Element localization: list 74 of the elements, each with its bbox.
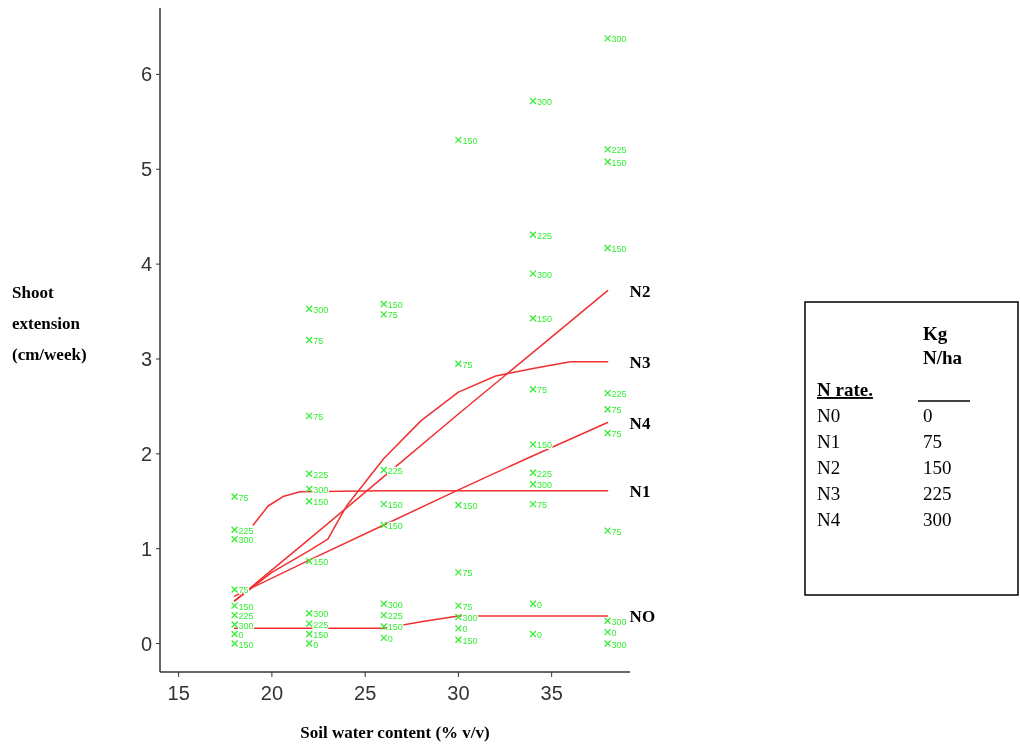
text: 75 xyxy=(537,500,548,511)
text: 300 xyxy=(537,96,553,107)
series-label: 0 xyxy=(238,630,244,641)
series-label: N4 xyxy=(629,413,651,433)
text: 150 xyxy=(611,157,627,168)
y-axis-title: Shoot extension (cm/week) xyxy=(12,283,87,364)
series-label: 75 xyxy=(238,492,249,503)
text: 0 xyxy=(387,633,393,644)
text: 150 xyxy=(462,135,478,146)
text: 150 xyxy=(387,299,403,310)
series-label: 300 xyxy=(238,535,254,546)
x-tick-label: 35 xyxy=(540,682,563,704)
text: 0 xyxy=(537,599,543,610)
text: 150 xyxy=(462,501,478,512)
y-tick-label: 1 xyxy=(140,537,152,560)
y-tick-label: 4 xyxy=(140,253,152,276)
y-tick-label: 2 xyxy=(140,442,152,465)
x-tick-label: 15 xyxy=(167,682,190,704)
series-label: N1 xyxy=(629,481,651,501)
series-label: N3 xyxy=(629,352,651,372)
text: 225 xyxy=(313,619,329,630)
annotation: 150 xyxy=(238,639,254,650)
x-axis-title: Soil water content (% v/v) xyxy=(300,723,490,742)
annotation: 0 xyxy=(313,639,319,650)
text: 75 xyxy=(462,359,473,370)
text: 150 xyxy=(462,635,478,646)
text: 75 xyxy=(462,568,473,579)
text: 150 xyxy=(537,440,553,451)
text: 150 xyxy=(387,520,403,531)
text: 300 xyxy=(611,34,627,45)
text: 75 xyxy=(313,336,324,346)
text: 300 xyxy=(387,599,403,610)
y-tick-label: 3 xyxy=(140,347,152,370)
series-label: NO xyxy=(629,607,656,627)
y-tick-label: 5 xyxy=(140,158,152,181)
text: 300 xyxy=(537,269,553,280)
text: 75 xyxy=(537,385,548,396)
series-label: 150 xyxy=(238,601,254,612)
y-tick-label: 0 xyxy=(140,632,152,655)
text: 75 xyxy=(611,428,622,439)
text: 75 xyxy=(611,526,622,537)
text: 150 xyxy=(387,500,403,511)
text: 225 xyxy=(537,230,553,241)
rate-table: Kg N/ha N rate. N0 0 N1 75 N2 150 N3 225 N4 300 xyxy=(804,301,1019,596)
text: 300 xyxy=(611,616,627,627)
text: 150 xyxy=(313,630,329,641)
text: 150 xyxy=(611,243,627,254)
x-tick-label: 25 xyxy=(354,682,377,704)
text: 150 xyxy=(313,557,329,568)
text: 225 xyxy=(611,389,627,400)
text: 75 xyxy=(387,310,398,321)
text: 150 xyxy=(537,314,553,325)
text: 300 xyxy=(537,480,553,491)
text: 225 xyxy=(313,469,329,480)
text: 75 xyxy=(611,405,622,416)
x-tick-label: 20 xyxy=(260,682,284,704)
text: 225 xyxy=(387,611,403,622)
text: 225 xyxy=(537,468,553,479)
series-label: 225 xyxy=(238,525,254,536)
annotation: 300 xyxy=(238,620,254,631)
y-tick-label: 6 xyxy=(140,63,152,86)
text: 75 xyxy=(462,601,473,612)
text: 0 xyxy=(611,628,617,639)
text: 300 xyxy=(611,639,627,650)
text: 0 xyxy=(537,630,543,641)
text: 75 xyxy=(313,411,324,422)
text: 300 xyxy=(313,304,329,315)
x-tick-label: 30 xyxy=(447,682,470,704)
series-label: N2 xyxy=(629,281,651,301)
text: 225 xyxy=(611,145,627,156)
text: 0 xyxy=(462,624,468,635)
text: 150 xyxy=(313,497,329,508)
text: 300 xyxy=(313,609,329,620)
annotation: 225 xyxy=(238,611,254,622)
